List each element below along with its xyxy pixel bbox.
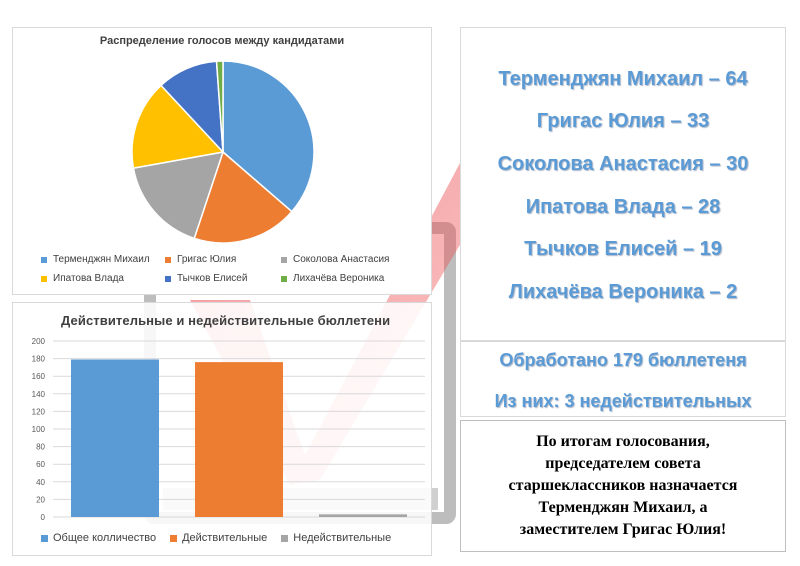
- pie-legend-item: Терменджян Михаил: [41, 254, 165, 265]
- pie-legend-item: Григас Юлия: [165, 254, 281, 265]
- result-line: Лихачёва Вероника – 2: [508, 281, 738, 304]
- y-tick-label: 180: [32, 355, 46, 364]
- y-tick-label: 60: [36, 460, 45, 469]
- legend-swatch: [281, 256, 287, 263]
- legend-swatch: [165, 256, 171, 263]
- pie-legend-item: Ипатова Влада: [41, 273, 165, 284]
- bar: [194, 362, 284, 517]
- result-line: Тычков Елисей – 19: [524, 238, 722, 261]
- pie-legend-item: Тычков Елисей: [165, 273, 281, 284]
- decision-line: заместителем Григас Юлия!: [519, 521, 727, 538]
- legend-label: Соколова Анастасия: [293, 254, 390, 265]
- legend-label: Недействительные: [293, 532, 392, 544]
- legend-label: Терменджян Михаил: [53, 254, 150, 265]
- legend-label: Общее колличество: [53, 532, 157, 544]
- bar-chart: 0 20 40 60 80 100 120 140 160 180 200: [32, 337, 425, 522]
- pie-legend-item: Лихачёва Вероника: [281, 273, 421, 284]
- bar-legend-item: Общее колличество: [41, 532, 156, 544]
- decision-line: старшеклассников назначается: [508, 477, 738, 494]
- y-tick-label: 160: [32, 372, 46, 381]
- pie-slice: [222, 60, 315, 213]
- pie-chart-legend: Терменджян Михаил Григас Юлия Соколова Ана…: [41, 254, 421, 284]
- processed-ballots-text: Обработано 179 бюллетеня: [499, 350, 747, 370]
- pie-chart-title: Распределение голосов между кандидатами: [99, 35, 345, 47]
- y-tick-label: 40: [36, 478, 45, 487]
- ballots-panel: Обработано 179 бюллетеня Из них: 3 недей…: [460, 341, 786, 417]
- legend-swatch: [165, 275, 171, 282]
- result-line: Ипатова Влада – 28: [525, 195, 721, 218]
- legend-swatch: [281, 534, 289, 542]
- invalid-ballots-text: Из них: 3 недействительных: [494, 391, 752, 411]
- result-line: Терменджян Михаил – 64: [498, 67, 748, 90]
- legend-label: Тычков Елисей: [177, 273, 248, 284]
- bar-legend-item: Недействительные: [281, 532, 391, 544]
- bar-chart-legend: Общее колличество Действительные Недействи…: [41, 532, 431, 544]
- pie-chart-panel: Распределение голосов между кандидатами …: [12, 27, 432, 295]
- bar-chart-panel: Действительные и недействительные бюллет…: [12, 302, 432, 556]
- legend-label: Григас Юлия: [177, 254, 237, 265]
- bar-chart-title: Действительные и недействительные бюллет…: [61, 313, 391, 328]
- y-tick-label: 140: [32, 390, 46, 399]
- legend-swatch: [41, 534, 48, 542]
- legend-label: Действительные: [182, 532, 268, 544]
- pie-slice: [193, 150, 293, 244]
- legend-label: Ипатова Влада: [53, 273, 124, 284]
- pie-slice: [132, 151, 225, 240]
- decision-text: По итогам голосования, председателем сов…: [509, 431, 738, 541]
- y-tick-label: 120: [32, 407, 46, 416]
- bar-legend-item: Действительные: [170, 532, 267, 544]
- y-tick-label: 200: [32, 337, 46, 346]
- pie-slice: [131, 84, 225, 170]
- decision-line: председателем совета: [545, 455, 701, 472]
- decision-line: По итогам голосования,: [536, 433, 710, 450]
- results-panel: Терменджян Михаил – 64 Григас Юлия – 33 …: [460, 27, 786, 341]
- y-tick-label: 100: [32, 425, 46, 434]
- pie-chart: [131, 60, 315, 244]
- legend-swatch: [170, 534, 178, 542]
- legend-swatch: [281, 275, 287, 282]
- legend-label: Лихачёва Вероника: [293, 273, 385, 284]
- decision-line: Терменджян Михаил, а: [538, 499, 708, 516]
- y-tick-label: 20: [36, 495, 45, 504]
- result-line: Григас Юлия – 33: [536, 110, 710, 133]
- legend-swatch: [41, 256, 47, 263]
- decision-panel: По итогам голосования, председателем сов…: [460, 420, 786, 552]
- pie-slice: [215, 60, 224, 153]
- pie-legend-item: Соколова Анастасия: [281, 254, 421, 265]
- bar: [70, 359, 160, 517]
- result-line: Соколова Анастасия – 30: [497, 153, 749, 176]
- legend-swatch: [41, 275, 47, 282]
- y-tick-label: 0: [41, 513, 46, 522]
- bar: [318, 514, 408, 517]
- y-tick-label: 80: [36, 443, 45, 452]
